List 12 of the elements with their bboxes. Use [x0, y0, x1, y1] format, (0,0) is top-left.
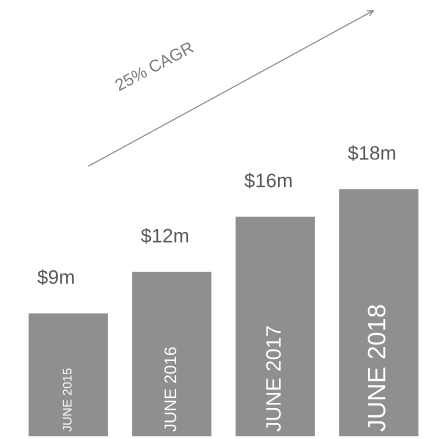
- data-label: $12m: [140, 228, 188, 244]
- data-label: $16m: [244, 172, 292, 189]
- bar: [234, 215, 316, 437]
- data-label: $18m: [348, 145, 396, 161]
- bar: [130, 270, 213, 437]
- x-tick-label: JUNE 2017: [266, 326, 281, 432]
- data-label: $9m: [37, 269, 74, 286]
- x-tick-label: JUNE 2018: [368, 305, 386, 432]
- x-tick-label: JUNE 2016: [164, 347, 176, 432]
- x-tick-label: JUNE 2015: [62, 368, 72, 432]
- bar: [338, 188, 420, 437]
- bar: [27, 312, 110, 437]
